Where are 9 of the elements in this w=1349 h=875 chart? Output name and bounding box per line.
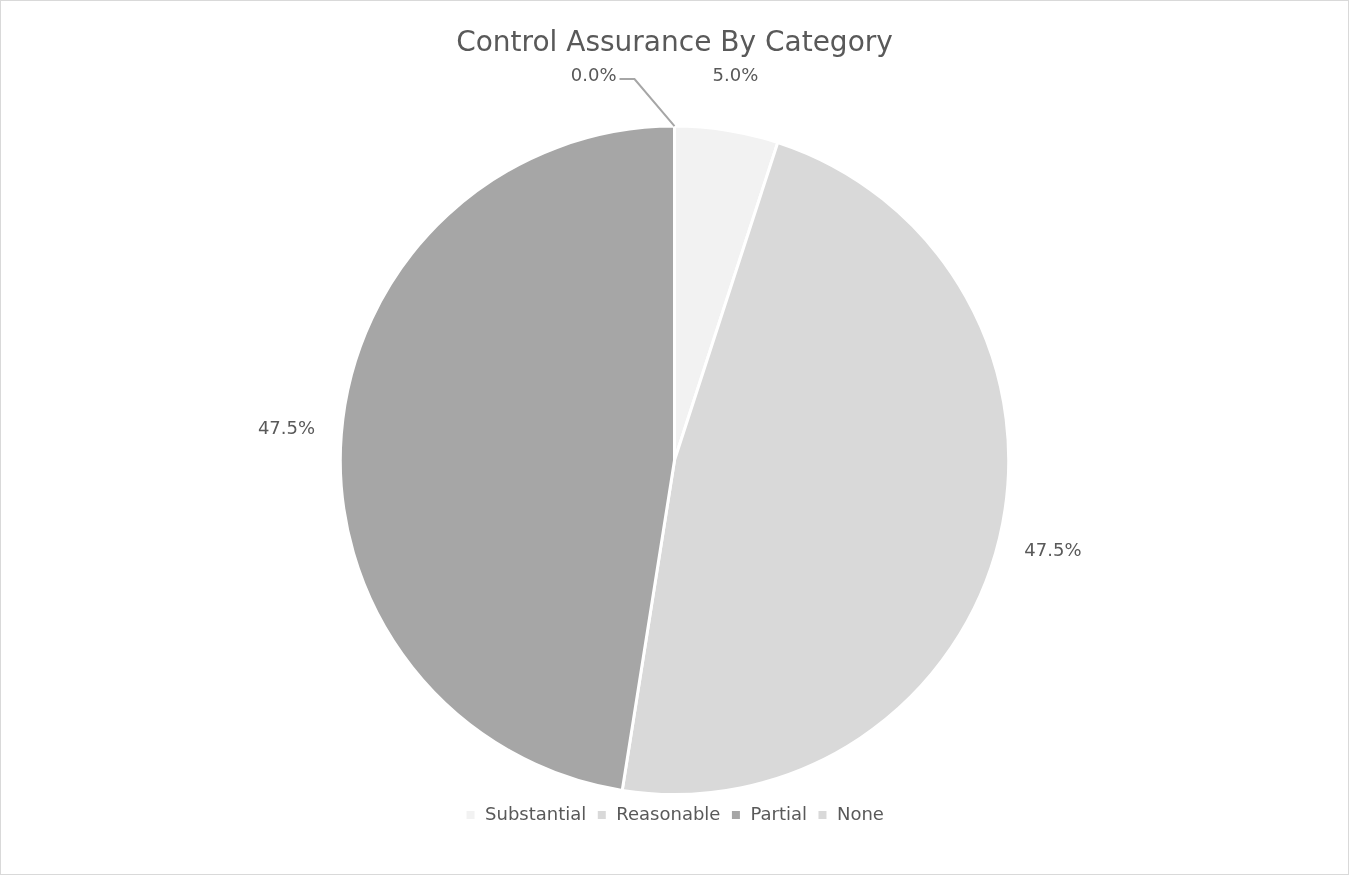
data-label: 47.5% [1024,538,1082,560]
text: 0.0% [570,63,617,85]
legend-label: Partial [750,802,807,824]
legend-label: Substantial [485,802,587,824]
legend-label: None [836,802,884,824]
chart-title: Control Assurance By Category [456,25,893,59]
data-label: 5.0% [712,63,759,85]
legend-label: Reasonable [616,802,721,824]
data-label: 47.5% [257,417,316,439]
